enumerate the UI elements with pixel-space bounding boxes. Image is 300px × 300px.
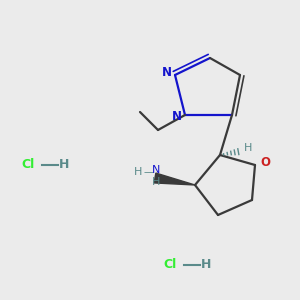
Text: O: O — [260, 157, 270, 169]
Text: H: H — [134, 167, 142, 177]
Text: H: H — [244, 143, 252, 153]
Text: N: N — [162, 67, 172, 80]
Text: —: — — [143, 167, 153, 177]
Text: H: H — [201, 259, 211, 272]
Text: H: H — [152, 177, 160, 187]
Text: H: H — [59, 158, 69, 172]
Text: Cl: Cl — [164, 259, 177, 272]
Polygon shape — [154, 173, 195, 185]
Text: N: N — [152, 165, 160, 175]
Text: N: N — [172, 110, 182, 124]
Text: Cl: Cl — [21, 158, 34, 172]
